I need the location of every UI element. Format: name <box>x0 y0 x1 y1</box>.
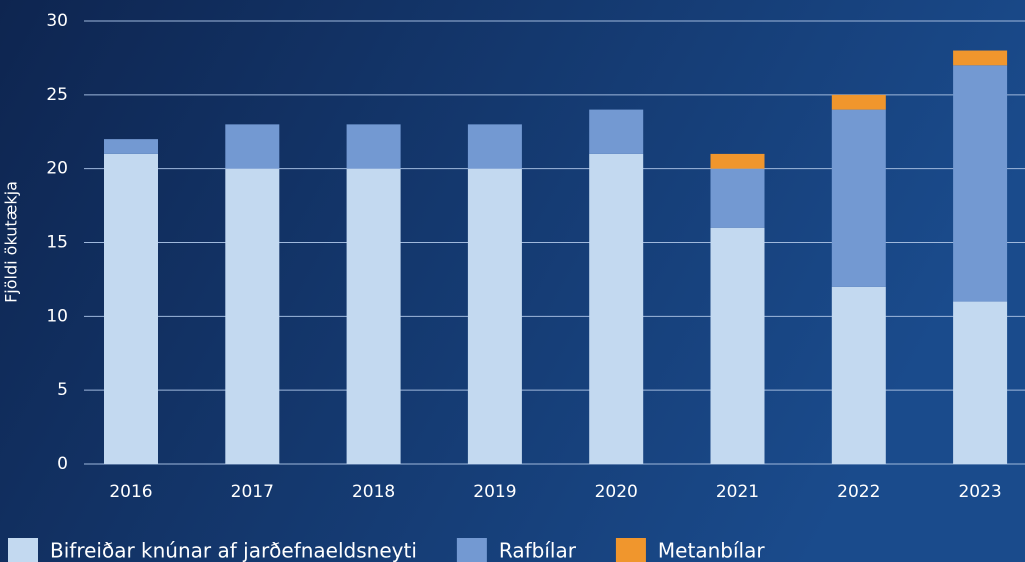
bar-segment <box>467 124 522 169</box>
x-tick-label: 2023 <box>958 482 1001 502</box>
bar-segment <box>710 153 765 169</box>
bar-segment <box>831 94 886 110</box>
x-tick-label: 2019 <box>473 482 516 502</box>
bar-segment <box>346 168 401 464</box>
legend-swatch <box>615 538 646 562</box>
bar-segment <box>831 286 886 464</box>
y-tick-label: 30 <box>46 11 68 31</box>
legend-label: Metanbílar <box>658 539 765 562</box>
bar-segment <box>831 109 886 287</box>
x-tick-label: 2017 <box>231 482 274 502</box>
legend-swatch <box>456 538 487 562</box>
legend-swatch <box>8 538 38 562</box>
bar-segment <box>225 124 280 169</box>
bar-segment <box>953 50 1008 66</box>
bar-segment <box>589 109 644 154</box>
y-axis-label: Fjöldi ökutækja <box>2 181 21 303</box>
bar-segment <box>710 227 765 464</box>
bar-segment <box>953 65 1008 302</box>
bar-segment <box>953 301 1008 464</box>
y-tick-label: 25 <box>46 85 68 105</box>
x-tick-label: 2020 <box>595 482 638 502</box>
x-tick-label: 2016 <box>109 482 152 502</box>
y-tick-label: 20 <box>46 159 68 179</box>
y-tick-label: 10 <box>46 306 68 326</box>
legend-label: Rafbílar <box>499 539 577 562</box>
bar-segment <box>104 139 158 154</box>
y-tick-label: 15 <box>46 233 68 253</box>
bar-segment <box>346 124 401 169</box>
bar-segment <box>104 153 158 464</box>
bar-segment <box>467 168 522 464</box>
bar-segment <box>589 153 644 464</box>
x-tick-label: 2022 <box>837 482 880 502</box>
y-tick-label: 5 <box>57 380 68 400</box>
y-tick-label: 0 <box>57 454 68 474</box>
legend-label: Bifreiðar knúnar af jarðefnaeldsneyti <box>50 539 417 562</box>
x-tick-label: 2021 <box>716 482 759 502</box>
bar-segment <box>225 168 280 464</box>
bar-segment <box>710 168 765 228</box>
x-tick-label: 2018 <box>352 482 395 502</box>
